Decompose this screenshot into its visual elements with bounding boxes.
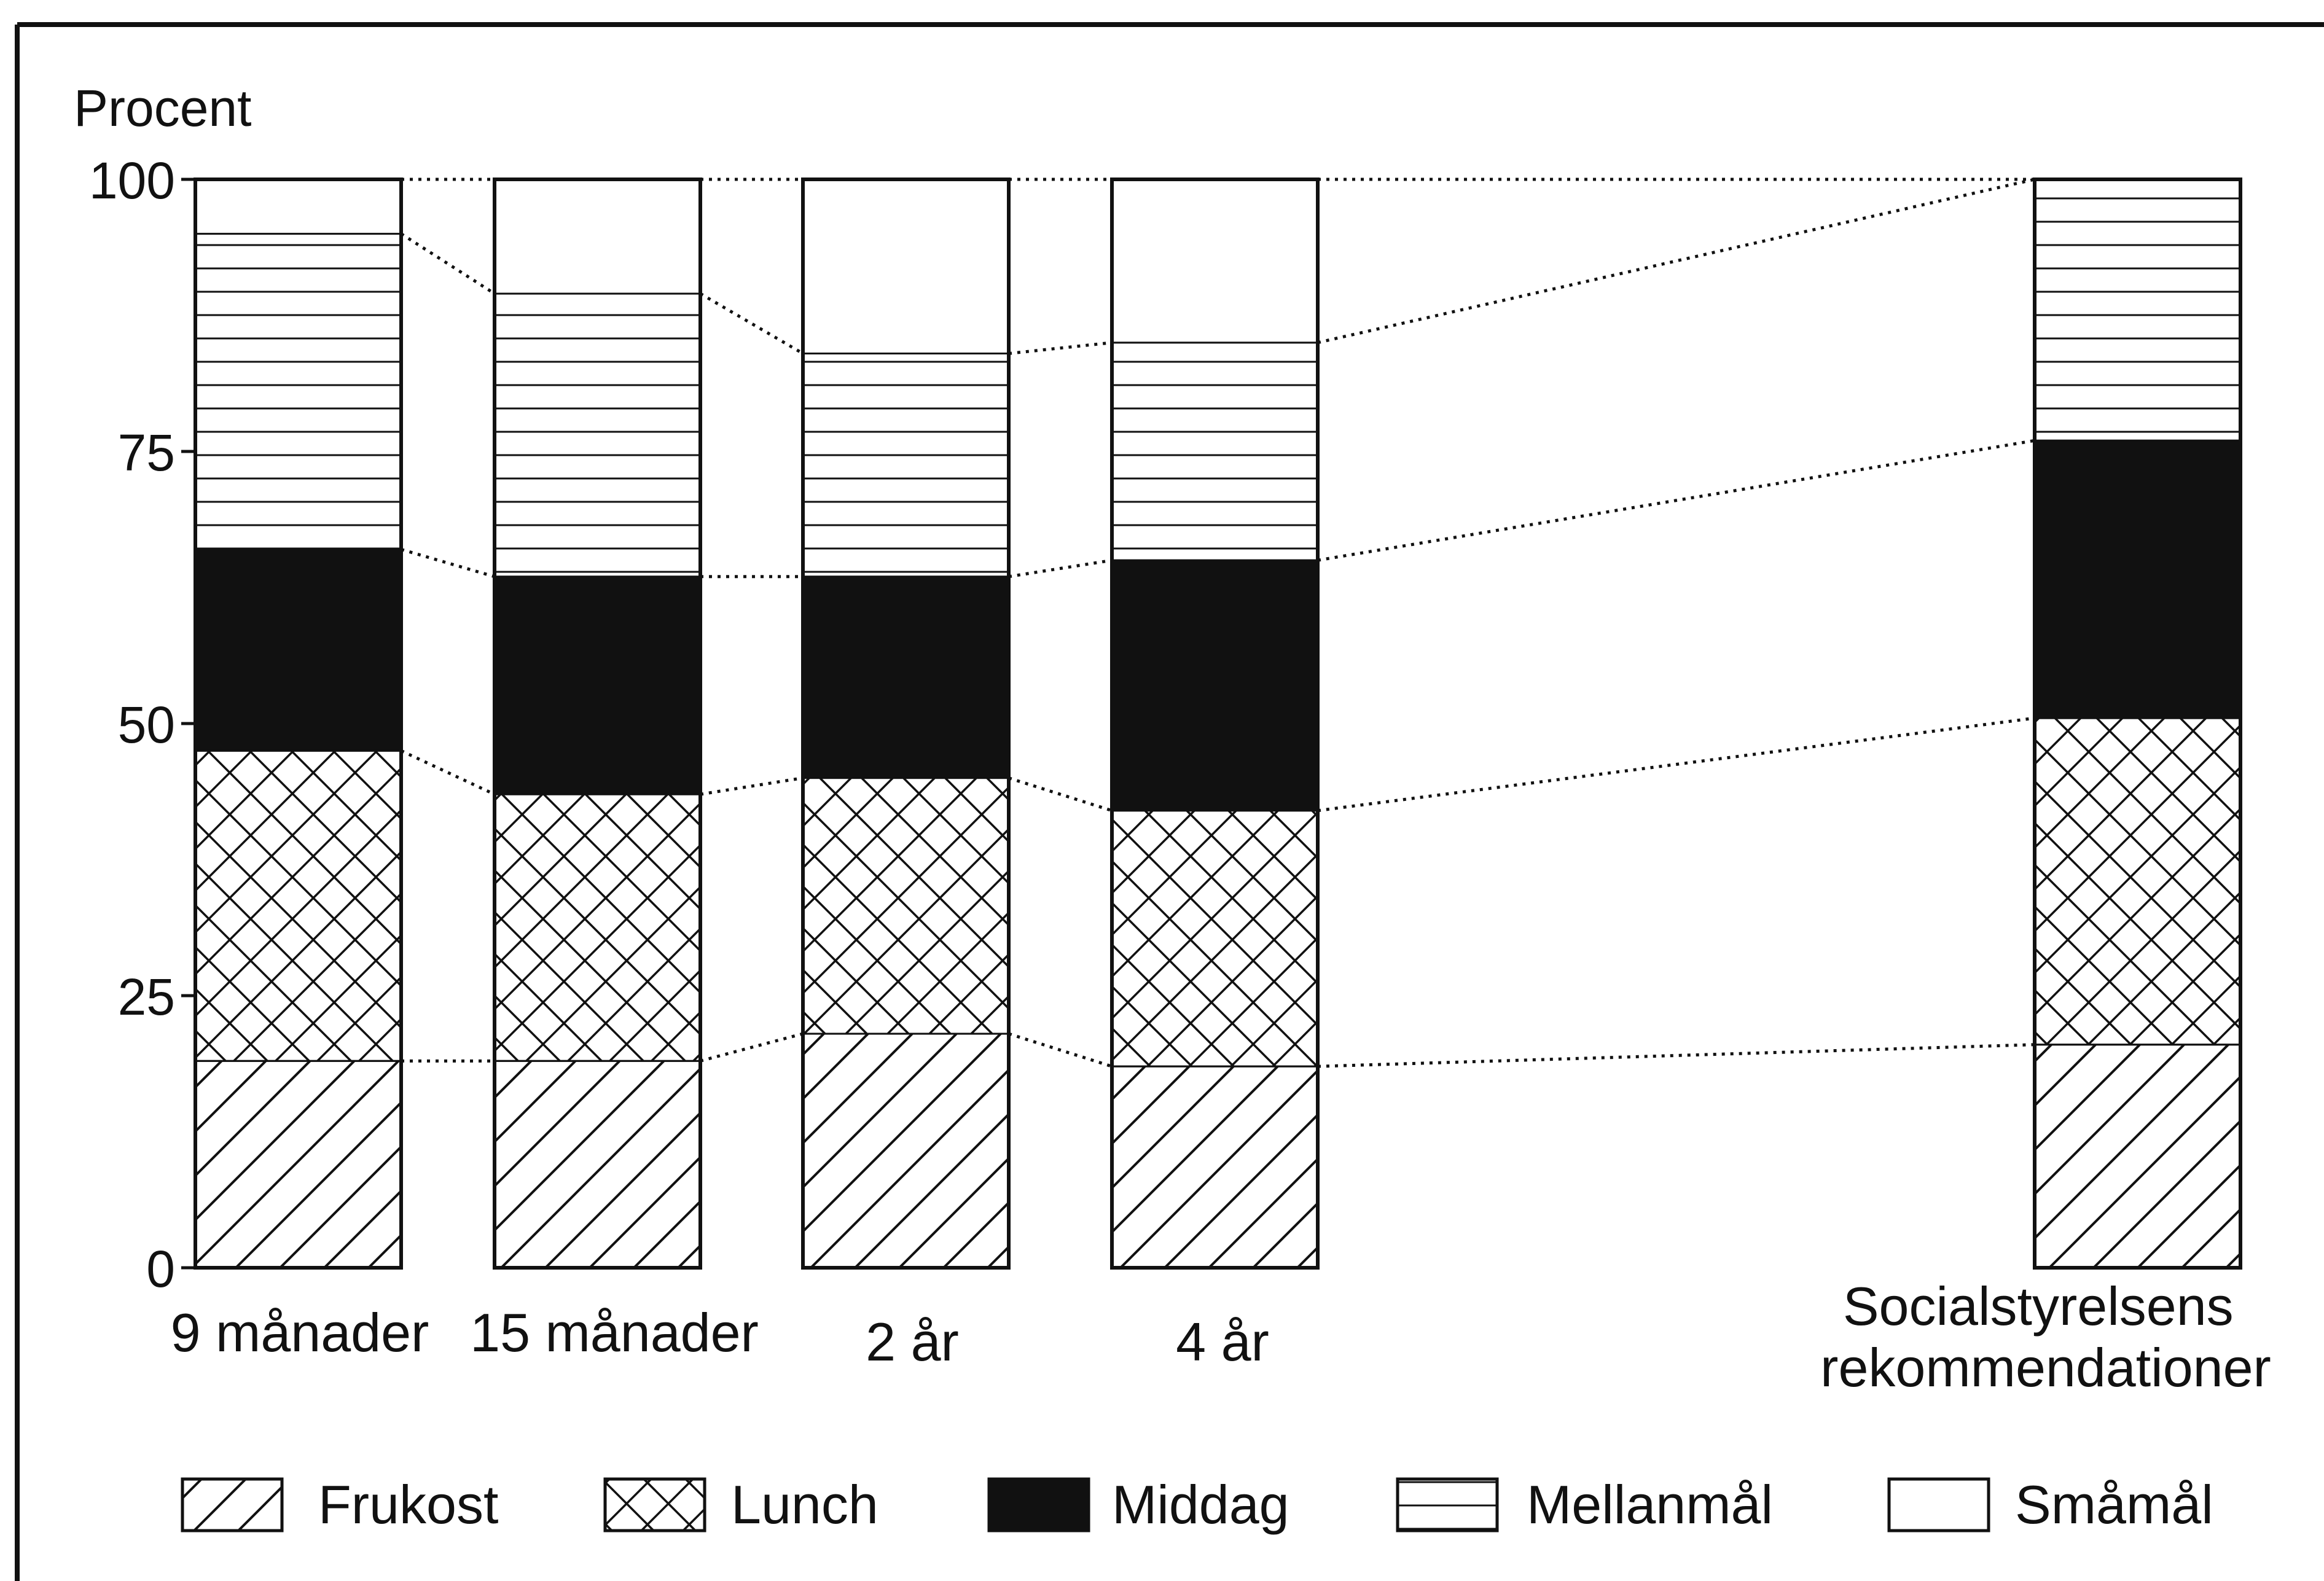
legend-swatch-mellanmal <box>1396 1477 1499 1532</box>
y-tick-label-0: 0 <box>146 1240 175 1298</box>
bar-segment-middag-socialstyrelsens-rekommendationer <box>2033 439 2242 719</box>
connector-line-1-2 <box>700 776 804 796</box>
y-tick-label-100: 100 <box>89 152 175 209</box>
y-tick-label-75: 75 <box>118 424 175 482</box>
bar-outline-2-r <box>801 178 1011 1270</box>
legend-label-frukost: Frukost <box>318 1474 498 1535</box>
bar-outline-4-r <box>1110 178 1320 1270</box>
bar-segment-mellanm-l-4-r <box>1111 342 1319 561</box>
legend-label-smamal: Småmål <box>2015 1474 2213 1535</box>
connector-line-0-4 <box>400 232 496 295</box>
bar-segment-lunch-2-r <box>802 777 1010 1035</box>
connector-line-0-2 <box>400 749 496 796</box>
legend-label-mellanmal: Mellanmål <box>1527 1474 1773 1535</box>
legend-swatch-smamal <box>1887 1477 1990 1532</box>
bar-segment-sm-m-l-9-m-nader <box>194 178 402 235</box>
bar-segment-mellanm-l-9-m-nader <box>194 233 402 550</box>
connector-line-3-1 <box>1317 1043 2035 1068</box>
bar-segment-middag-15-m-nader <box>493 576 702 795</box>
connector-line-3-4 <box>1317 178 2035 345</box>
x-label-2-ar: 2 år <box>866 1311 959 1372</box>
bar-segment-frukost-2-r <box>802 1033 1010 1269</box>
y-axis-label: Procent <box>74 79 252 137</box>
x-label-9-manader-line-1: 9 månader <box>171 1302 429 1363</box>
x-label-15-manader-line-1: 15 månader <box>470 1302 759 1363</box>
x-label-2-ar-line-1: 2 år <box>866 1311 959 1372</box>
bar-segment-frukost-9-m-nader <box>194 1060 402 1269</box>
x-label-4-ar-line-1: 4 år <box>1176 1311 1269 1372</box>
connector-line-1-1 <box>700 1032 804 1063</box>
bar-segment-frukost-socialstyrelsens-rekommendationer <box>2033 1044 2242 1269</box>
connector-line-0-3 <box>401 548 495 579</box>
connector-line-2-4 <box>1008 341 1113 356</box>
bar-segment-sm-m-l-4-r <box>1111 178 1319 344</box>
x-label-9-manader: 9 månader <box>171 1302 429 1363</box>
legend-swatch-middag <box>987 1477 1090 1532</box>
connector-line-3-3 <box>1317 439 2035 562</box>
stacked-bars <box>194 178 2242 1270</box>
connector-lines <box>400 178 2035 1068</box>
bar-segment-mellanm-l-15-m-nader <box>493 292 702 578</box>
bar-segment-sm-m-l-15-m-nader <box>493 178 702 295</box>
y-tick-label-25: 25 <box>118 968 175 1026</box>
bar-outline-socialstyrelsens-rekommendationer <box>2033 178 2242 1270</box>
bar-segment-frukost-15-m-nader <box>493 1060 702 1269</box>
y-tick-label-50: 50 <box>118 696 175 754</box>
connector-line-2-1 <box>1008 1032 1113 1068</box>
bar-segment-middag-2-r <box>802 576 1010 779</box>
bar-segment-middag-4-r <box>1111 559 1319 812</box>
bar-segment-middag-9-m-nader <box>194 548 402 752</box>
bar-segment-mellanm-l-socialstyrelsens-rekommendationer <box>2033 178 2242 442</box>
legend-swatch-frukost <box>181 1477 284 1532</box>
connector-line-3-2 <box>1317 716 2035 813</box>
bar-segment-lunch-9-m-nader <box>194 749 402 1062</box>
bar-outline-15-m-nader <box>493 178 702 1270</box>
x-label-socialstyrelsen-line-2: rekommendationer <box>1820 1337 2271 1398</box>
legend-swatch-lunch <box>603 1477 706 1532</box>
bar-segment-mellanm-l-2-r <box>802 353 1010 578</box>
legend-label-lunch: Lunch <box>731 1474 878 1535</box>
bar-segment-lunch-socialstyrelsens-rekommendationer <box>2033 717 2242 1046</box>
x-label-socialstyrelsen-line-1: Socialstyrelsens <box>1843 1276 2234 1337</box>
legend-label-middag: Middag <box>1112 1474 1289 1535</box>
bar-segment-frukost-4-r <box>1111 1065 1319 1269</box>
x-label-socialstyrelsen: Socialstyrelsens rekommendationer <box>1820 1276 2271 1398</box>
x-label-4-ar: 4 år <box>1176 1311 1269 1372</box>
connector-line-2-3 <box>1008 558 1113 579</box>
legend: Frukost Lunch Middag Mellanmål Småmål <box>181 1474 2213 1535</box>
bar-segment-sm-m-l-2-r <box>802 178 1010 355</box>
connector-line-1-4 <box>699 292 804 355</box>
x-label-15-manader: 15 månader <box>470 1302 759 1363</box>
bar-segment-lunch-15-m-nader <box>493 793 702 1062</box>
connector-line-2-2 <box>1008 776 1113 813</box>
bar-segment-lunch-4-r <box>1111 810 1319 1068</box>
bar-outline-9-m-nader <box>194 178 403 1270</box>
